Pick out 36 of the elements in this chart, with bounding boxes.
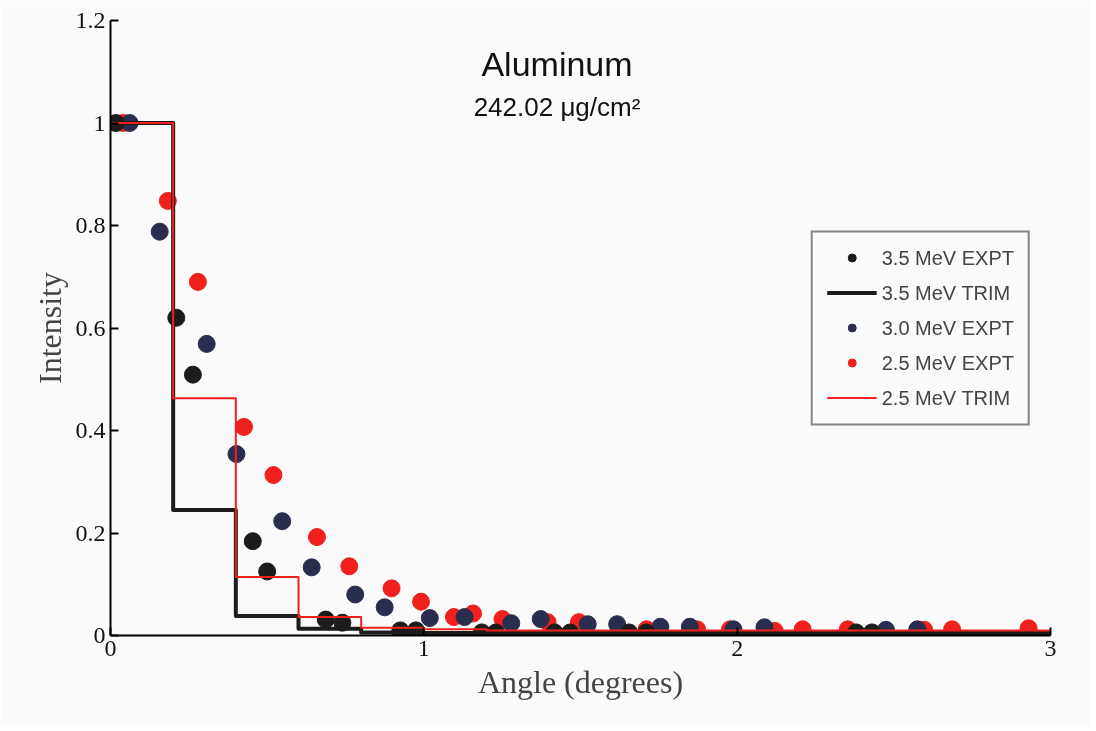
y-tick-label: 1.2: [75, 7, 106, 33]
point: [412, 592, 431, 611]
legend-label: 2.5 MeV EXPT: [881, 351, 1014, 374]
point: [307, 528, 326, 547]
legend-label: 3.5 MeV TRIM: [881, 281, 1011, 304]
point: [531, 610, 550, 629]
point: [183, 365, 202, 384]
point: [188, 272, 207, 291]
y-axis-title: Intensity: [31, 272, 68, 384]
point: [234, 417, 253, 436]
x-tick-label: 1: [417, 634, 430, 661]
point: [243, 532, 262, 551]
y-tick-label: 0.4: [75, 417, 106, 443]
point: [375, 598, 394, 617]
text: Aluminum: [481, 44, 633, 83]
text: 242.02 μg/cm²: [473, 91, 641, 122]
point: [340, 557, 359, 576]
point: [273, 512, 292, 531]
x-axis-title: Angle (degrees): [477, 663, 684, 700]
point: [455, 608, 474, 627]
y-tick-label: 1: [93, 109, 106, 136]
point: [264, 466, 283, 485]
legend-label: 2.5 MeV TRIM: [881, 386, 1011, 409]
point: [302, 558, 321, 577]
point: [382, 579, 401, 598]
point: [346, 585, 365, 604]
point: [197, 334, 216, 353]
x-tick-label: 3: [1044, 634, 1057, 661]
x-tick-label: 2: [731, 634, 744, 661]
legend-label: 3.5 MeV EXPT: [881, 246, 1014, 269]
point: [150, 222, 169, 241]
point: [420, 609, 439, 628]
y-tick-label: 0.8: [75, 212, 106, 238]
legend-label: 3.0 MeV EXPT: [881, 316, 1014, 339]
y-tick-label: 0.6: [75, 314, 106, 341]
y-tick-label: 0.2: [75, 519, 106, 546]
